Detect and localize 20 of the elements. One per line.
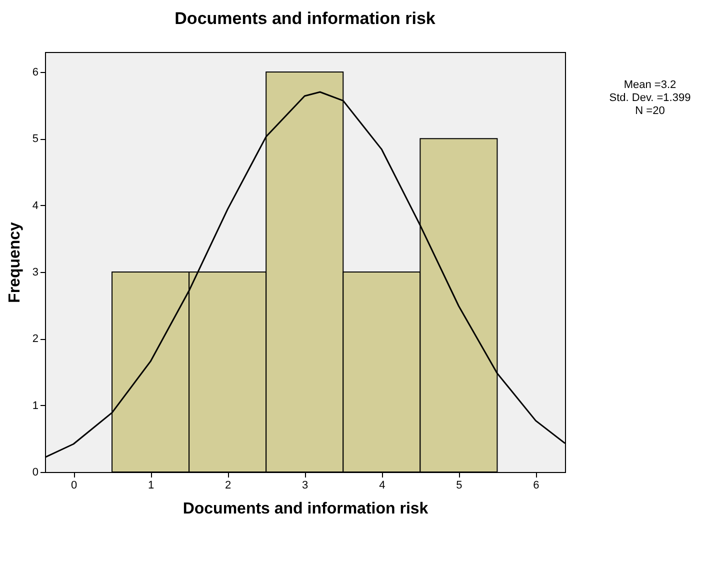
x-tick-label: 5 [456,480,462,492]
x-tick-label: 3 [302,480,308,492]
x-tick-label: 6 [533,480,540,492]
y-tick-label: 2 [32,333,38,346]
text: Std. Dev. =1.399 [609,92,691,104]
text: Mean =3.2 [624,79,676,91]
y-tick-label: 4 [32,200,38,212]
x-tick-label: 2 [225,480,232,492]
y-tick-label: 1 [32,400,38,412]
y-tick-label: 5 [32,133,38,146]
y-tick-label: 0 [32,466,38,478]
x-tick-label: 4 [379,480,386,492]
chart-title: Documents and information risk [174,9,436,28]
x-tick-label: 0 [70,480,78,492]
y-tick-label: 6 [32,66,38,78]
y-tick-label: 3 [32,266,38,278]
x-tick-label: 1 [148,480,154,492]
text: N =20 [635,105,665,117]
x-axis-title: Documents and information risk [182,500,428,518]
y-axis-title: Frequency [6,222,24,303]
